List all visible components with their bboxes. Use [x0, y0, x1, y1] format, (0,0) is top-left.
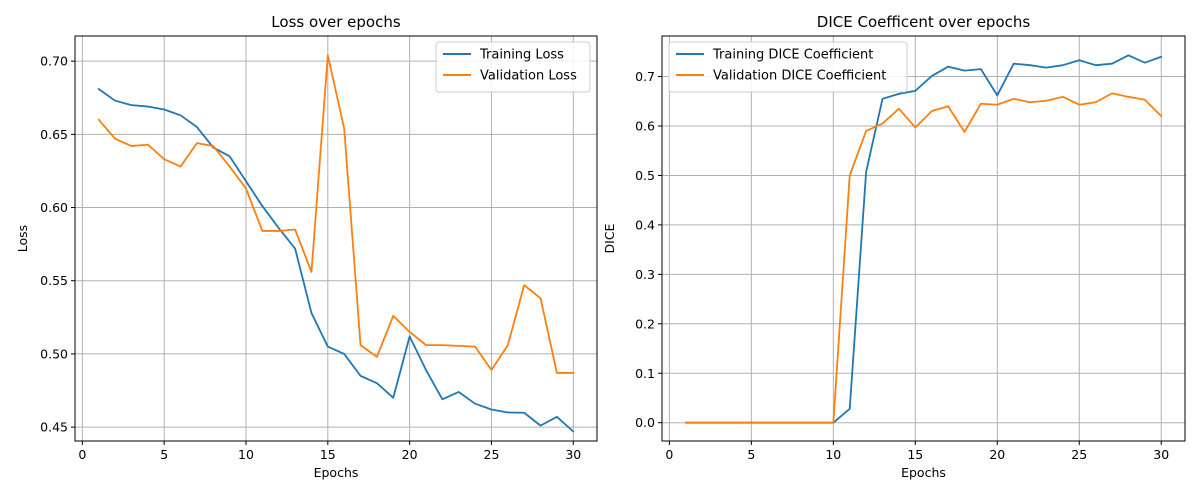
x-tick-label: 25 — [484, 447, 500, 462]
loss-chart: 0 5 10 15 20 25 30 0.45 0.50 0.55 0.60 0.65 0.70 Loss… — [15, 13, 598, 480]
y-tick-label: 0.4 — [635, 217, 655, 232]
x-axis-label: Epochs — [314, 465, 359, 480]
legend-entry: Validation DICE Coefficient — [713, 69, 886, 84]
y-tick-label: 0.3 — [635, 267, 655, 282]
x-tick-label: 10 — [825, 447, 841, 462]
series-line-1 — [684, 92, 1163, 424]
plot-frame — [661, 35, 1186, 442]
x-tick-label: 20 — [989, 447, 1005, 462]
series-line-0 — [97, 88, 575, 433]
dice-chart: 0 5 10 15 20 25 30 0.0 0.1 0.2 0.3 0.4 0.5 0.6 0.7 DICE… — [602, 13, 1186, 480]
y-tick-label: 0.50 — [40, 346, 68, 361]
x-tick-label: 5 — [160, 447, 168, 462]
x-tick-label: 30 — [1153, 447, 1169, 462]
y-tick-label: 0.5 — [635, 168, 655, 183]
legend-box — [668, 41, 908, 93]
series-line-0 — [684, 54, 1163, 424]
x-tick-label: 20 — [402, 447, 418, 462]
plot-frame — [74, 35, 598, 442]
x-tick-label: 10 — [238, 447, 254, 462]
y-tick-label: 0.55 — [40, 273, 68, 288]
y-axis-label: Loss — [15, 225, 30, 252]
x-tick-label: 25 — [1071, 447, 1087, 462]
legend: Training Loss Validation Loss — [435, 41, 591, 93]
y-tick-label: 0.0 — [635, 415, 655, 430]
x-tick-label: 0 — [665, 447, 673, 462]
chart-title: DICE Coefficent over epochs — [817, 13, 1031, 31]
x-tick-label: 0 — [78, 447, 86, 462]
x-axis-label: Epochs — [901, 465, 946, 480]
y-axis-label: DICE — [602, 223, 617, 253]
y-tick-label: 0.70 — [40, 54, 68, 69]
y-tick-label: 0.1 — [635, 366, 655, 381]
legend-entry: Training Loss — [479, 48, 564, 63]
y-tick-label: 0.65 — [40, 127, 68, 142]
x-tick-label: 15 — [907, 447, 923, 462]
y-tick-label: 0.60 — [40, 200, 68, 215]
legend-entry: Validation Loss — [480, 69, 577, 84]
chart-title: Loss over epochs — [271, 13, 401, 31]
y-tick-label: 0.2 — [635, 316, 655, 331]
legend-box — [435, 41, 591, 93]
legend: Training DICE Coefficient Validation DICE… — [668, 41, 908, 93]
y-tick-label: 0.6 — [635, 119, 655, 134]
y-tick-label: 0.45 — [40, 420, 68, 435]
x-tick-label: 5 — [747, 447, 755, 462]
x-tick-label: 30 — [565, 447, 581, 462]
legend-entry: Training DICE Coefficient — [712, 48, 873, 63]
series-line-1 — [97, 54, 575, 374]
x-tick-label: 15 — [320, 447, 336, 462]
y-tick-label: 0.7 — [635, 69, 655, 84]
